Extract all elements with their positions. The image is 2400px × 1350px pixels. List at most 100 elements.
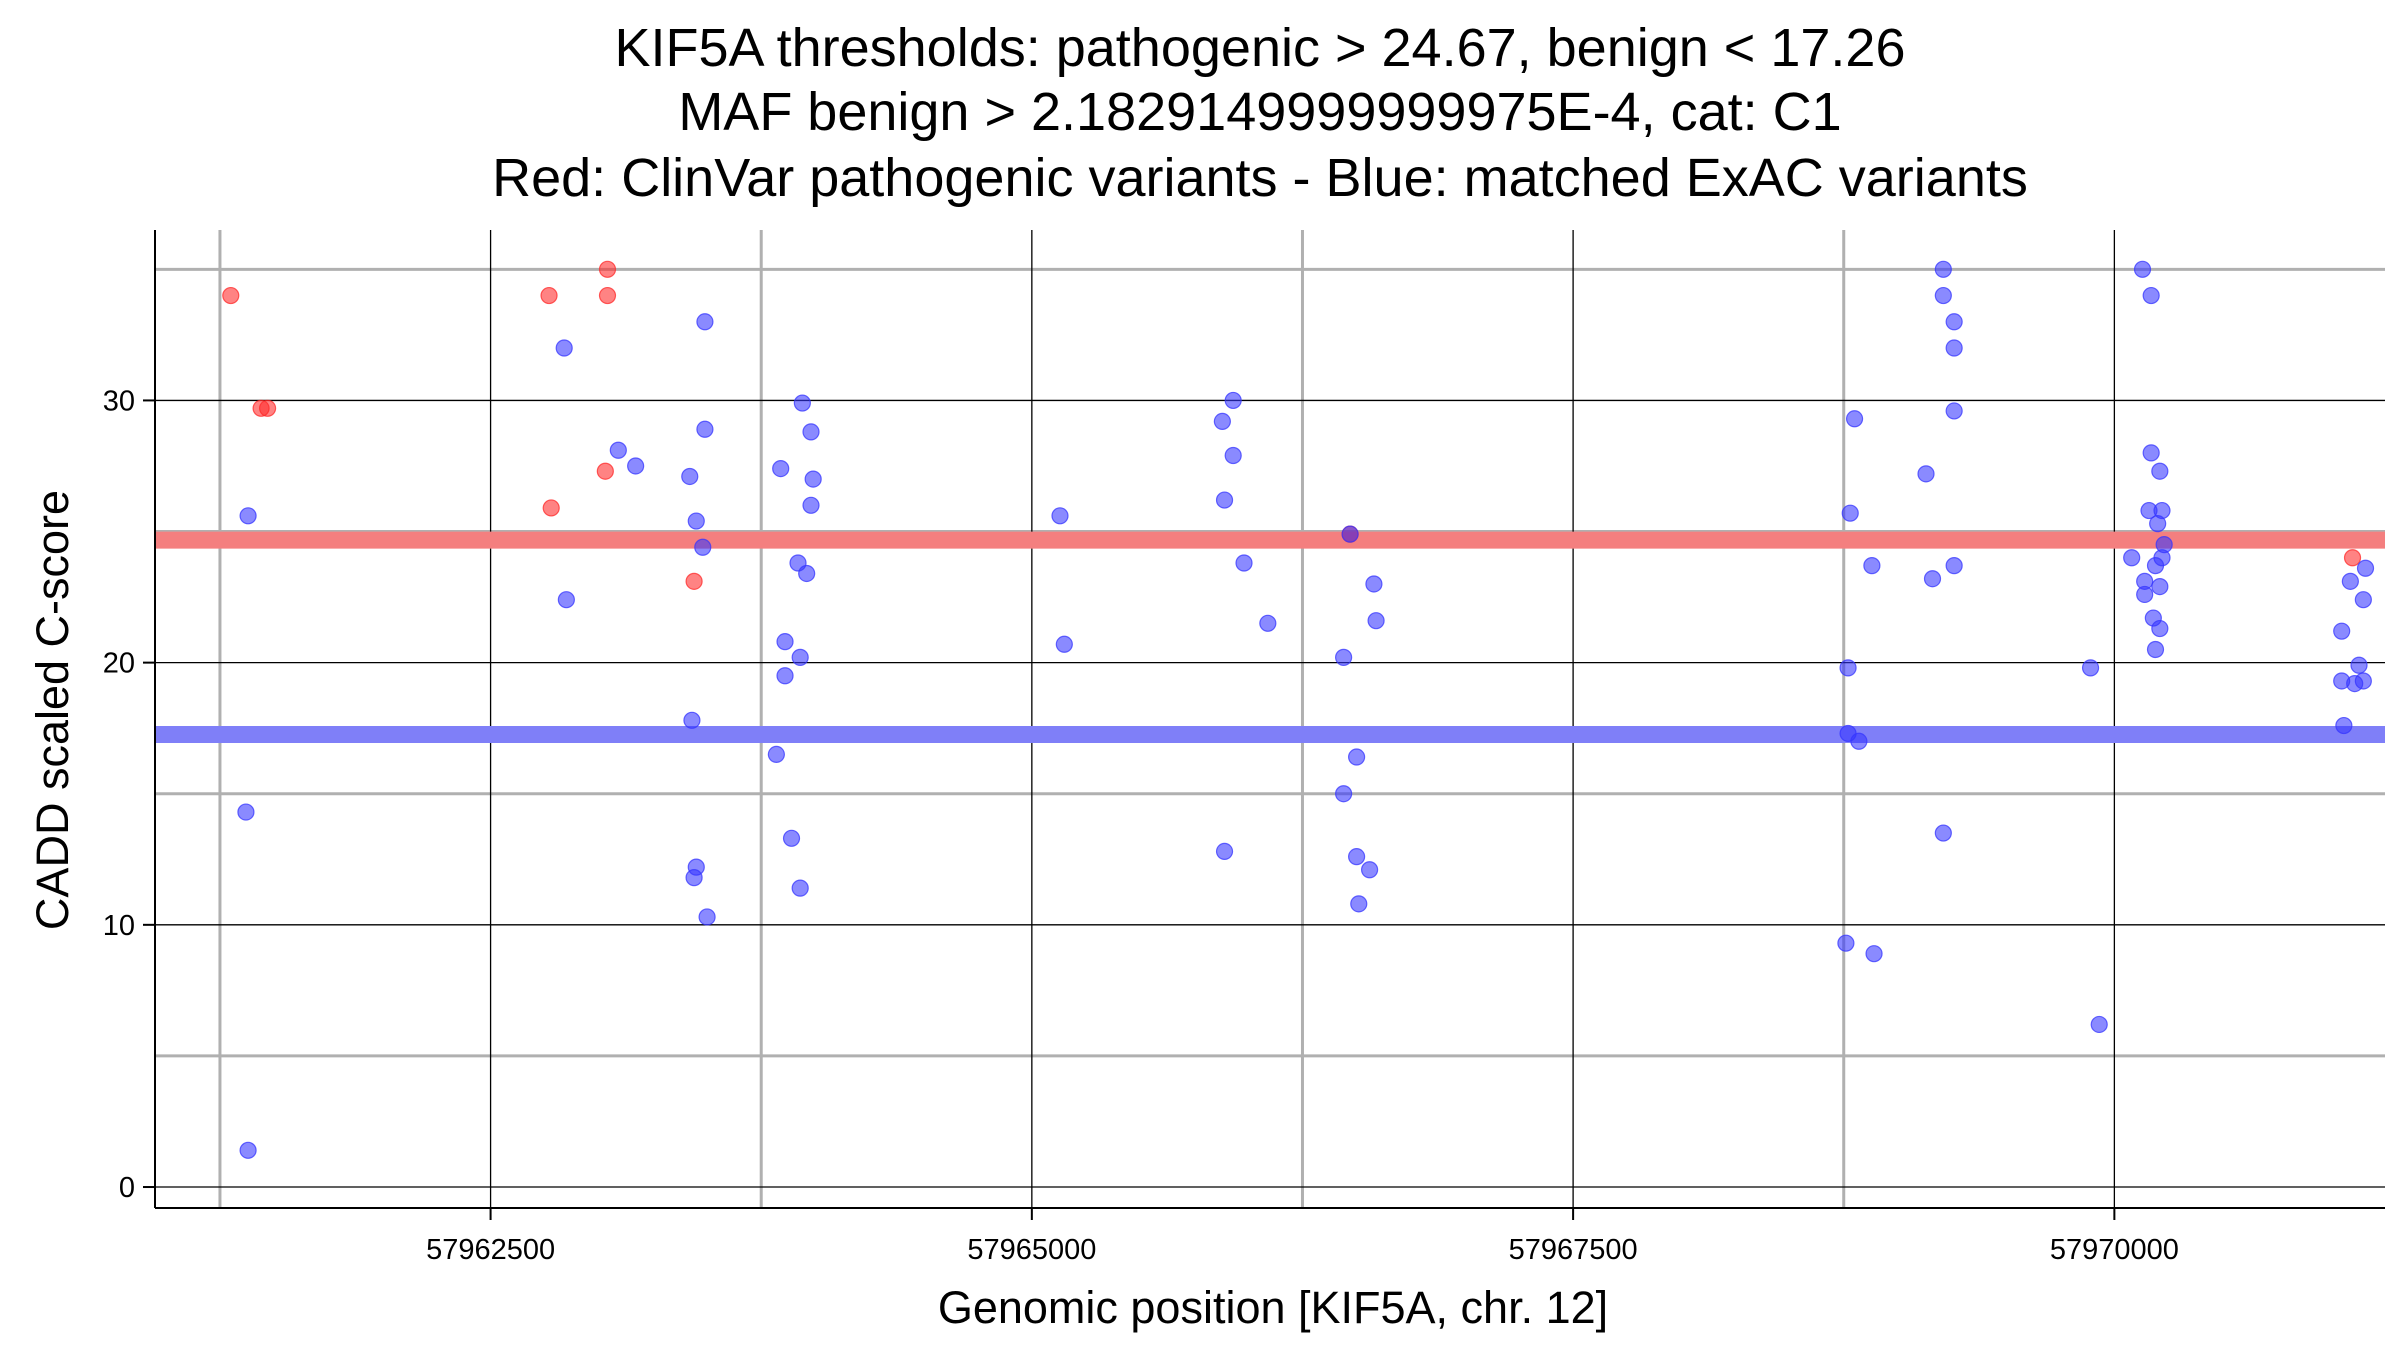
- benign-point-32: [1213, 412, 1231, 431]
- benign-point-46: [1350, 895, 1368, 913]
- y-axis-ticks: 0 10 20 30: [103, 385, 155, 1204]
- benign-point-44: [1348, 848, 1366, 866]
- benign-point-76: [2151, 577, 2169, 596]
- benign-point-18: [772, 460, 790, 478]
- x-tick-label-3: 57970000: [2050, 1234, 2179, 1266]
- benign-point-81: [2081, 659, 2100, 677]
- title-line-1: KIF5A thresholds: pathogenic > 24.67, be…: [615, 18, 1906, 78]
- benign-point-19: [804, 470, 822, 488]
- benign-point-91: [2335, 716, 2353, 735]
- major-grid: [155, 230, 2385, 1208]
- benign-point-0: [239, 507, 257, 525]
- benign-point-25: [776, 667, 794, 685]
- benign-point-53: [1837, 934, 1855, 952]
- benign-point-4: [557, 591, 575, 609]
- pathogenic-point-2: [258, 399, 277, 417]
- benign-point-66: [2142, 444, 2160, 462]
- benign-point-39: [1365, 575, 1383, 593]
- benign-point-24: [791, 648, 809, 666]
- benign-point-38: [1341, 525, 1359, 543]
- benign-point-64: [2133, 260, 2152, 278]
- benign-point-45: [1360, 861, 1379, 879]
- pathogenic-point-5: [598, 260, 617, 278]
- y-axis: 0 10 20 30 CADD scaled C-score: [27, 230, 156, 1208]
- benign-point-28: [791, 879, 809, 897]
- benign-point-2: [239, 1141, 257, 1159]
- benign-point-8: [696, 420, 714, 438]
- y-tick-label-0: 0: [119, 1172, 135, 1204]
- pathogenic-point-3: [540, 286, 558, 305]
- y-tick-label-2: 20: [103, 648, 135, 680]
- benign-point-60: [1917, 465, 1935, 483]
- benign-point-27: [782, 829, 801, 847]
- benign-point-3: [555, 339, 573, 357]
- benign-point-90: [2354, 672, 2372, 690]
- benign-point-61: [1923, 570, 1942, 588]
- benign-point-6: [627, 457, 645, 475]
- x-tick-label-2: 57967500: [1509, 1234, 1638, 1266]
- chart-title: KIF5A thresholds: pathogenic > 24.67, be…: [492, 18, 2028, 208]
- pathogenic-point-7: [596, 462, 614, 480]
- benign-point-70: [2149, 515, 2167, 533]
- benign-point-40: [1367, 612, 1385, 630]
- benign-point-63: [1934, 824, 1952, 842]
- benign-point-58: [1945, 339, 1963, 357]
- benign-point-86: [2333, 622, 2351, 640]
- benign-point-54: [1865, 945, 1883, 963]
- minor-grid: [155, 230, 2385, 1208]
- benign-point-37: [1215, 842, 1234, 861]
- benign-point-77: [2136, 585, 2154, 604]
- x-axis-ticks: 57962500 57965000 57967500 57970000: [426, 1208, 2179, 1266]
- title-line-3: Red: ClinVar pathogenic variants - Blue:…: [492, 148, 2028, 208]
- title-line-2: MAF benign > 2.1829149999999975E-4, cat:…: [678, 82, 1841, 142]
- benign-point-42: [1348, 748, 1366, 766]
- benign-point-57: [1945, 313, 1963, 331]
- benign-point-62: [1945, 557, 1963, 575]
- benign-point-20: [802, 496, 820, 514]
- benign-point-31: [1224, 391, 1242, 410]
- benign-point-23: [776, 633, 794, 651]
- benign-point-48: [1841, 504, 1859, 522]
- benign-point-14: [685, 869, 703, 887]
- x-tick-label-1: 57965000: [967, 1234, 1096, 1266]
- benign-point-72: [2123, 549, 2141, 567]
- y-tick-label-1: 10: [103, 910, 135, 942]
- threshold-bands: [155, 531, 2385, 743]
- benign-point-87: [2350, 656, 2368, 674]
- benign-point-59: [1945, 402, 1963, 420]
- benign-point-84: [2341, 572, 2359, 590]
- benign-point-22: [798, 564, 816, 583]
- benign-point-9: [681, 467, 699, 486]
- benign-point-26: [767, 745, 785, 763]
- benign-point-7: [696, 313, 714, 331]
- data-points: [222, 260, 2375, 1159]
- benign-point-36: [1259, 614, 1277, 632]
- plot-area: [155, 230, 2385, 1208]
- y-tick-label-3: 30: [103, 385, 135, 417]
- benign-point-82: [2090, 1015, 2108, 1034]
- benign-point-85: [2354, 591, 2372, 609]
- benign-point-11: [694, 538, 712, 556]
- benign-point-12: [683, 711, 701, 729]
- benign-point-52: [1850, 732, 1868, 750]
- pathogenic-point-4: [542, 499, 560, 517]
- benign-point-56: [1934, 286, 1952, 305]
- benign-point-15: [698, 908, 716, 926]
- benign-point-17: [802, 423, 820, 441]
- benign-point-1: [237, 803, 255, 821]
- benign-point-67: [2151, 462, 2169, 480]
- benign-point-80: [2146, 640, 2165, 659]
- pathogenic-point-10: [2343, 549, 2362, 567]
- x-tick-label-0: 57962500: [426, 1234, 555, 1266]
- benign-point-29: [1051, 507, 1069, 525]
- pathogenic-point-6: [598, 286, 617, 305]
- benign-point-35: [1235, 554, 1253, 572]
- benign-point-5: [609, 441, 627, 459]
- benign-point-34: [1215, 491, 1234, 509]
- benign-point-43: [1335, 785, 1353, 803]
- benign-point-79: [2151, 619, 2169, 638]
- benign-point-41: [1335, 648, 1353, 666]
- benign-point-47: [1845, 410, 1864, 428]
- x-axis: 57962500 57965000 57967500 57970000 Genomic…: [155, 1207, 2385, 1333]
